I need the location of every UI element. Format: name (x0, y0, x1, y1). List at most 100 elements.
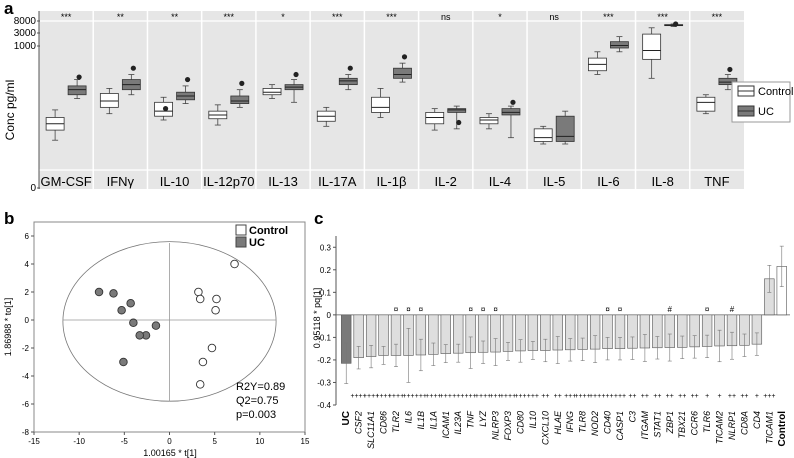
category-label: IL-1β (377, 174, 407, 189)
box-uc (555, 110, 575, 145)
marker-above: ¤ (394, 305, 399, 314)
box-iqr (533, 128, 553, 142)
category-label: FOXP3 (503, 411, 513, 441)
legend-control-marker (235, 224, 247, 236)
box-iqr (479, 117, 499, 125)
bar-group: # (664, 305, 675, 362)
category-label: SLC11A1 (366, 411, 376, 449)
bar-group (515, 314, 526, 363)
marker-above: # (668, 305, 673, 314)
category-label: IL-8 (651, 174, 673, 189)
bar-group (639, 314, 651, 362)
significance-stars: + (718, 393, 722, 400)
marker-above: # (730, 305, 735, 314)
outlier-point (293, 71, 299, 78)
box-iqr (99, 93, 119, 108)
marker-above: ¤ (493, 305, 498, 314)
box-uc (447, 105, 467, 130)
bar-group: ¤ (477, 305, 489, 364)
significance-stars: ++ (641, 393, 649, 400)
box-uc (176, 76, 195, 104)
bar-group (776, 245, 787, 316)
y-tick-label: 0 (25, 316, 30, 325)
box-control (533, 125, 553, 145)
outlier-point (727, 66, 733, 73)
outlier-point (130, 65, 136, 71)
outlier-point (673, 21, 679, 27)
control-point (195, 380, 205, 389)
box-control (316, 106, 336, 127)
category-label: TLR8 (578, 411, 588, 433)
significance-stars: ++++ (388, 393, 404, 400)
box-control (262, 84, 282, 99)
category-label: CD40 (603, 411, 613, 434)
category-label: IL-17A (318, 174, 357, 189)
box-iqr (555, 115, 575, 142)
category-label: IL-6 (597, 174, 619, 189)
category-label: ICAM1 (441, 411, 451, 439)
significance-stars: ++++ (350, 393, 366, 400)
significance-stars: ++++ (375, 393, 391, 400)
bar-group (428, 314, 439, 366)
box-iqr (262, 88, 282, 96)
box-uc (121, 65, 141, 96)
category-label: IL6 (403, 411, 413, 424)
panel-a-y-label: Conc pg/ml (3, 80, 17, 141)
y-tick-label: -0.1 (317, 333, 331, 342)
bar-group (540, 314, 551, 363)
box-iqr (718, 77, 738, 86)
category-label: IFNγ (107, 174, 135, 189)
box-control (479, 113, 499, 130)
significance-label: *** (603, 12, 614, 22)
stat-r2y: R2Y=0.89 (236, 381, 285, 393)
bar-group (764, 264, 775, 316)
category-label: TICAM2 (715, 411, 725, 444)
box-iqr (393, 67, 412, 79)
category-label: ITGAM (640, 410, 650, 439)
category-label: IL-13 (268, 174, 298, 189)
uc-point (119, 357, 128, 367)
x-tick-label: 0 (167, 437, 172, 446)
category-label: TNF (466, 411, 476, 429)
bar-group: ¤ (701, 305, 713, 358)
bar-group (365, 314, 377, 369)
box-iqr (425, 112, 445, 125)
category-label: IL-5 (543, 174, 565, 189)
bar-group (453, 314, 464, 363)
significance-label: ns (441, 12, 451, 22)
category-label: IL-10 (160, 174, 190, 189)
outlier-point (347, 65, 353, 71)
box-uc (67, 74, 87, 99)
x-tick-label: -5 (121, 437, 129, 446)
y-tick-label: 1000 (14, 41, 37, 52)
legend-control-label: Control (758, 86, 793, 98)
panel-b-legend: Control UC (235, 224, 288, 249)
bar-group (689, 314, 700, 359)
significance-stars: +++ (415, 393, 427, 400)
bar-group: ¤ (390, 305, 402, 367)
stat-p: p=0.003 (236, 409, 276, 421)
uc-point (135, 331, 144, 340)
panel-b-scatter: -15 -10 -5 0 5 10 15 -8 -6 -4 -2 0 2 4 6 1.00165 * t[… (3, 221, 310, 458)
y-tick-label: 4 (25, 260, 30, 269)
uc-point (151, 321, 161, 330)
outlier-point (76, 74, 82, 80)
category-label: IFNG (565, 411, 575, 433)
significance-stars: + (755, 393, 759, 400)
significance-stars: ++ (666, 393, 674, 400)
significance-label: *** (386, 12, 397, 22)
box-iqr (447, 108, 467, 113)
significance-stars: ++ (554, 393, 562, 400)
box-control (99, 88, 119, 115)
y-tick-label: 0 (327, 311, 332, 320)
marker-above: ¤ (406, 305, 411, 314)
significance-stars: ++ (678, 393, 686, 400)
significance-stars: +++ (564, 393, 576, 400)
marker-above: ¤ (605, 305, 610, 314)
panel-c-y-label: 0.95118 * pq[1] (312, 288, 322, 348)
significance-stars: +++ (514, 393, 526, 400)
category-label: LYZ (478, 411, 488, 427)
bar-group: ¤ (415, 305, 427, 372)
x-tick-label: 5 (212, 437, 217, 446)
uc-point (117, 305, 126, 315)
